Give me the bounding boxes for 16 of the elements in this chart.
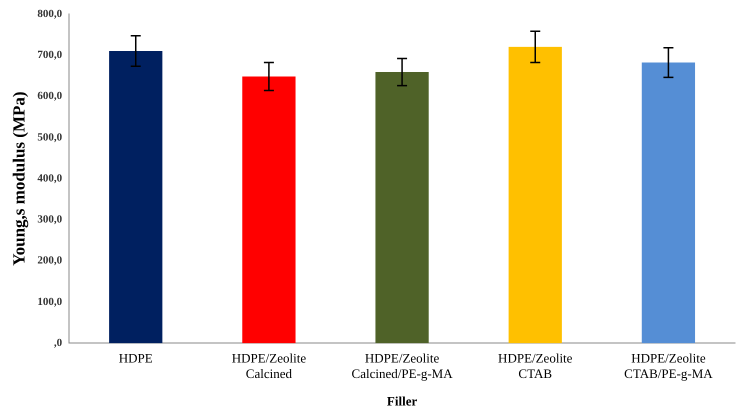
- y-axis-title: Young,s modulus (MPa): [10, 91, 29, 266]
- y-tick-label: 700,0: [37, 48, 63, 61]
- x-tick-label: HDPE/Zeolite CTAB/PE-g-MA: [624, 350, 714, 382]
- y-tick-label: 300,0: [37, 214, 63, 226]
- y-tick-label: 400,0: [37, 172, 63, 184]
- x-tick-label: HDPE/Zeolite Calcined: [232, 350, 306, 382]
- y-tick-label: 600,0: [37, 90, 63, 102]
- y-tick-label: 800,0: [37, 8, 63, 20]
- y-tick-label: 200,0: [37, 254, 63, 267]
- x-tick-label: HDPE/Zeolite Calcined/PE-g-MA: [352, 350, 454, 382]
- x-tick-label: HDPE: [118, 350, 153, 366]
- y-tick-label: ,0: [54, 337, 63, 350]
- y-tick-label: 100,0: [37, 296, 63, 308]
- x-tick-label: HDPE/Zeolite CTAB: [498, 350, 573, 382]
- y-tick-label: 500,0: [37, 131, 63, 144]
- x-axis-title: Filler: [386, 394, 418, 409]
